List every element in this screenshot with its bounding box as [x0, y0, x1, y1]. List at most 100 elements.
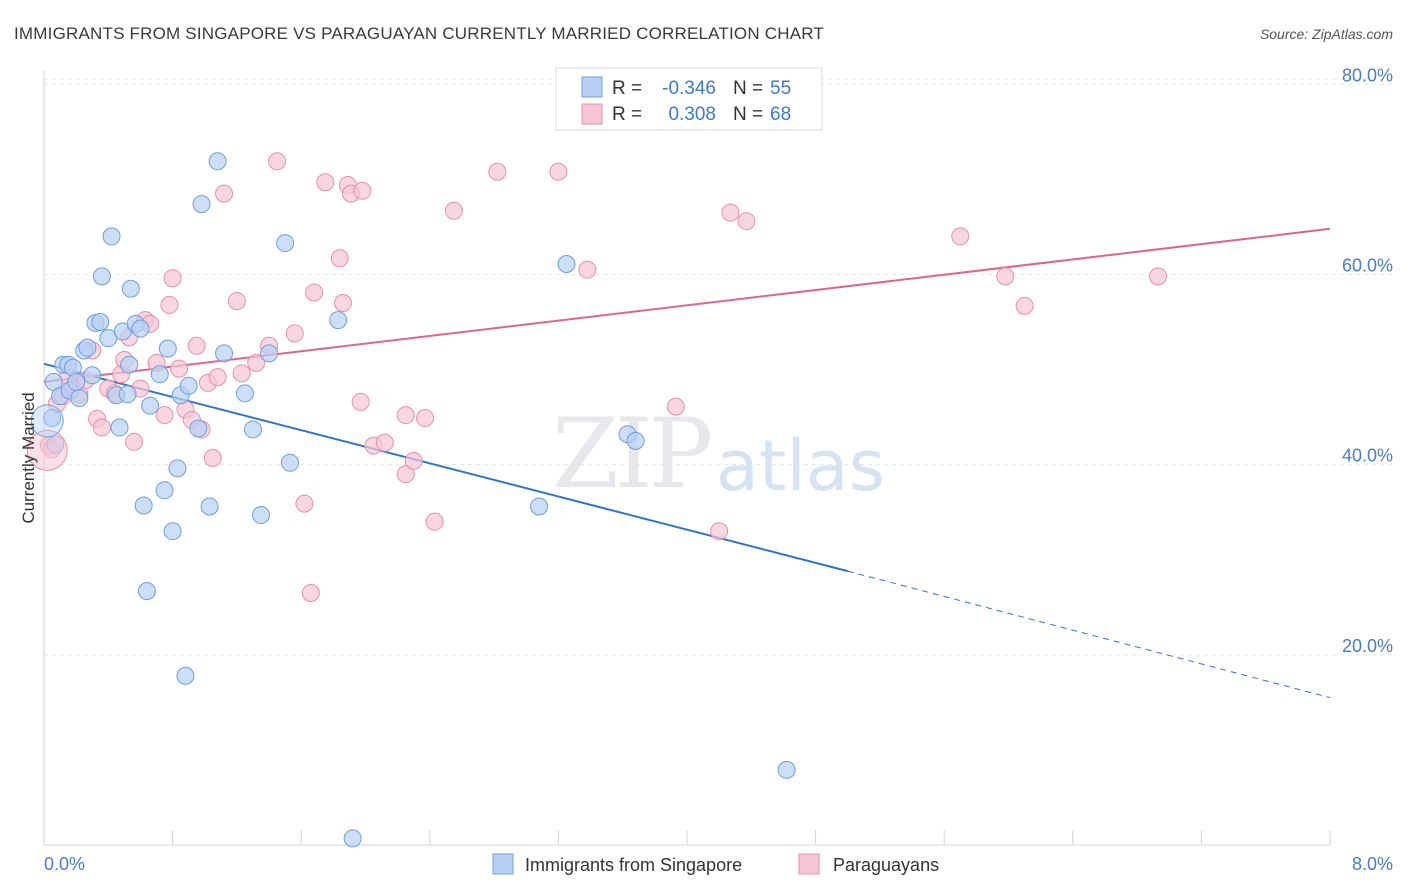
singapore-point — [777, 760, 796, 779]
singapore-point — [557, 254, 576, 273]
singapore-trendline-projection — [847, 570, 1331, 699]
paraguayan-point — [227, 292, 246, 311]
correlation-legend: R = -0.346 N = 55 R = 0.308 N = 68 — [555, 67, 823, 131]
legend-pink-r-value: 0.308 — [668, 104, 716, 125]
paraguayan-point — [285, 324, 304, 343]
singapore-point — [530, 497, 549, 516]
paraguayan-cluster-point — [26, 429, 68, 471]
paraguayan-point — [710, 522, 729, 541]
paraguayan-point — [125, 432, 144, 451]
paraguayan-point — [170, 359, 189, 378]
watermark-zip: ZIP — [552, 398, 711, 510]
singapore-point — [120, 355, 139, 374]
singapore-point — [215, 344, 234, 363]
paraguayan-point — [737, 212, 756, 231]
paraguayan-point — [1148, 267, 1167, 286]
singapore-point — [150, 365, 169, 384]
paraguayan-point — [488, 162, 507, 181]
singapore-point — [626, 431, 645, 450]
singapore-point — [102, 227, 121, 246]
singapore-point — [243, 420, 262, 439]
singapore-point — [163, 522, 182, 541]
watermark-atlas: atlas — [716, 425, 885, 507]
singapore-point — [208, 152, 227, 171]
paraguayan-point — [1015, 296, 1034, 315]
paraguayan-point — [232, 364, 251, 383]
singapore-point — [343, 829, 362, 848]
paraguayan-point — [295, 494, 314, 513]
series-legend-pink-label: Paraguayans — [833, 855, 939, 875]
singapore-point — [131, 319, 150, 338]
paraguayan-point — [330, 249, 349, 268]
paraguayan-point — [203, 448, 222, 467]
paraguayan-point — [351, 392, 370, 411]
y-tick-label: 40.0% — [1342, 446, 1393, 466]
y-tick-label: 60.0% — [1342, 255, 1393, 275]
singapore-point — [192, 195, 211, 214]
paraguayan-point — [155, 406, 174, 425]
singapore-point — [141, 396, 160, 415]
paraguayan-point — [666, 397, 685, 416]
singapore-point — [137, 582, 156, 601]
paraguayan-point — [247, 353, 266, 372]
paraguayan-point — [425, 512, 444, 531]
singapore-point — [260, 344, 279, 363]
singapore-point — [91, 312, 110, 331]
paraguayan-point — [996, 267, 1015, 286]
paraguayan-point — [215, 184, 234, 203]
paraguayan-point — [375, 433, 394, 452]
paraguayan-point — [305, 283, 324, 302]
paraguayan-point — [951, 227, 970, 246]
paraguayan-point — [333, 293, 352, 312]
legend-blue-swatch — [581, 76, 603, 98]
singapore-point — [235, 384, 254, 403]
paraguayan-point — [578, 260, 597, 279]
singapore-point — [118, 385, 137, 404]
singapore-point — [134, 496, 153, 515]
singapore-point — [189, 419, 208, 438]
paraguayan-point — [404, 451, 423, 470]
singapore-point — [43, 409, 62, 428]
paraguayan-point — [549, 162, 568, 181]
paraguayan-point — [721, 203, 740, 222]
paraguayan-point — [444, 201, 463, 220]
singapore-point — [78, 338, 97, 357]
singapore-point — [276, 234, 295, 253]
singapore-point — [252, 506, 271, 525]
singapore-point — [83, 366, 102, 385]
singapore-point — [155, 481, 174, 500]
singapore-cluster-point — [30, 404, 64, 438]
legend-pink-n-value: 68 — [770, 104, 791, 125]
paraguayan-point — [187, 336, 206, 355]
paraguayan-point — [163, 269, 182, 288]
paraguayan-point — [208, 368, 227, 387]
series-legend: Immigrants from Singapore Paraguayans — [492, 853, 939, 875]
series-legend-blue-swatch — [492, 853, 514, 875]
paraguayan-point — [316, 173, 335, 192]
legend-blue-r-value: -0.346 — [662, 78, 716, 99]
paraguayan-point — [92, 418, 111, 437]
singapore-point — [176, 666, 195, 685]
singapore-point — [168, 459, 187, 478]
singapore-point — [179, 376, 198, 395]
singapore-point — [158, 339, 177, 358]
series-legend-blue-label: Immigrants from Singapore — [525, 855, 742, 875]
paraguayan-point — [415, 409, 434, 428]
y-tick-label: 80.0% — [1342, 65, 1393, 85]
singapore-point — [92, 267, 111, 286]
legend-blue-r-label: R = — [612, 78, 642, 99]
singapore-point — [200, 497, 219, 516]
series-legend-pink-swatch — [798, 853, 820, 875]
singapore-point — [67, 372, 86, 391]
y-tick-label: 20.0% — [1342, 636, 1393, 656]
singapore-point — [329, 311, 348, 330]
legend-pink-r-label: R = — [612, 104, 642, 125]
axes: 20.0% 40.0% 60.0% 80.0% 0.0% 8.0% — [43, 65, 1393, 874]
singapore-point — [121, 279, 140, 298]
paraguayan-point — [396, 406, 415, 425]
source-label: Source: ZipAtlas.com — [1260, 26, 1393, 42]
chart-title: IMMIGRANTS FROM SINGAPORE VS PARAGUAYAN … — [14, 24, 824, 43]
paraguayan-point — [301, 584, 320, 603]
singapore-point — [280, 453, 299, 472]
